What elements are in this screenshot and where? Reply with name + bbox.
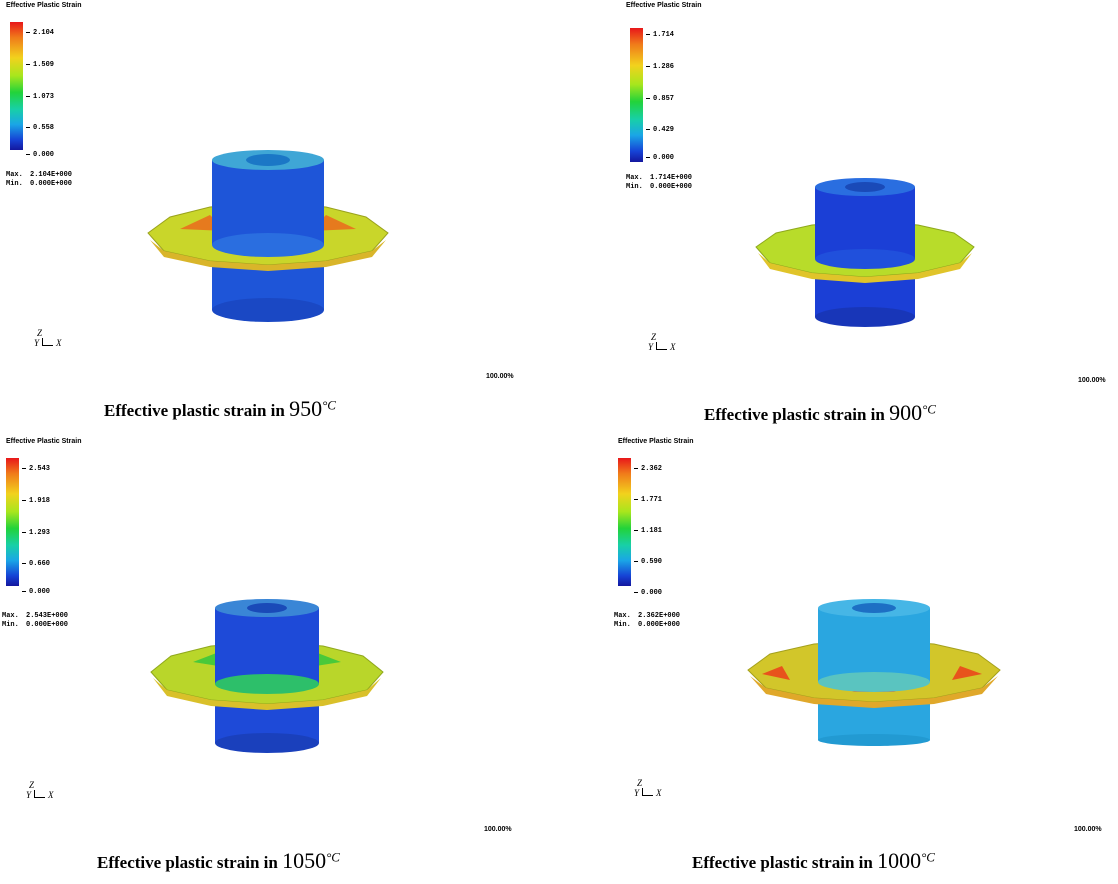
- legend-tick: 2.362: [634, 465, 662, 473]
- legend-title: Effective Plastic Strain: [618, 438, 694, 445]
- color-scale-bar: [10, 22, 23, 150]
- min-readout: Min. 0.000E+000: [2, 621, 69, 629]
- max-readout: Max. 2.104E+000: [6, 171, 73, 179]
- panel-950: Effective Plastic Strain 2.104 1.509 1.0…: [0, 0, 540, 421]
- legend-tick: 0.429: [646, 126, 674, 134]
- legend-tick: 2.543: [22, 465, 50, 473]
- color-scale-bar: [6, 458, 19, 586]
- max-readout: Max. 1.714E+000: [626, 174, 693, 182]
- legend-tick: 0.857: [646, 95, 674, 103]
- legend-tick: 1.073: [26, 93, 54, 101]
- zoom-level: 100.00%: [1078, 377, 1106, 384]
- panel-1050: Effective Plastic Strain 2.543 1.918 1.2…: [0, 436, 540, 873]
- max-readout: Max. 2.362E+000: [614, 612, 681, 620]
- forging-model: [747, 599, 1001, 746]
- forging-model: [147, 150, 389, 322]
- legend-tick: 0.660: [22, 560, 50, 568]
- caption: Effective plastic strain in 1000°C: [692, 848, 935, 873]
- color-scale-bar: [630, 28, 643, 162]
- min-readout: Min. 0.000E+000: [626, 183, 693, 191]
- legend-tick: 1.181: [634, 527, 662, 535]
- min-readout: Min. 0.000E+000: [614, 621, 681, 629]
- legend-tick: 1.918: [22, 497, 50, 505]
- legend-tick: 1.509: [26, 61, 54, 69]
- panel-1000: Effective Plastic Strain 2.362 1.771 1.1…: [612, 436, 1118, 873]
- legend-tick: 1.714: [646, 31, 674, 39]
- caption: Effective plastic strain in 950°C: [104, 396, 336, 421]
- panel-900: Effective Plastic Strain 1.714 1.286 0.8…: [620, 0, 1118, 425]
- legend-tick: 2.104: [26, 29, 54, 37]
- legend-title: Effective Plastic Strain: [626, 2, 702, 9]
- min-readout: Min. 0.000E+000: [6, 180, 73, 188]
- zoom-level: 100.00%: [486, 373, 514, 380]
- caption: Effective plastic strain in 900°C: [704, 400, 936, 425]
- legend-tick: 1.771: [634, 496, 662, 504]
- zoom-level: 100.00%: [1074, 826, 1102, 833]
- legend-tick: 0.558: [26, 124, 54, 132]
- zoom-level: 100.00%: [484, 826, 512, 833]
- legend-tick: 0.590: [634, 558, 662, 566]
- max-readout: Max. 2.543E+000: [2, 612, 69, 620]
- legend-tick: 0.000: [26, 151, 54, 159]
- color-scale-bar: [618, 458, 631, 586]
- legend-title: Effective Plastic Strain: [6, 438, 82, 445]
- forging-model: [755, 178, 975, 327]
- legend-tick: 0.000: [646, 154, 674, 162]
- legend-title: Effective Plastic Strain: [6, 2, 82, 9]
- caption: Effective plastic strain in 1050°C: [97, 848, 340, 873]
- forging-model: [150, 599, 384, 753]
- legend-tick: 0.000: [634, 589, 662, 597]
- legend-tick: 0.000: [22, 588, 50, 596]
- legend-tick: 1.286: [646, 63, 674, 71]
- legend-tick: 1.293: [22, 529, 50, 537]
